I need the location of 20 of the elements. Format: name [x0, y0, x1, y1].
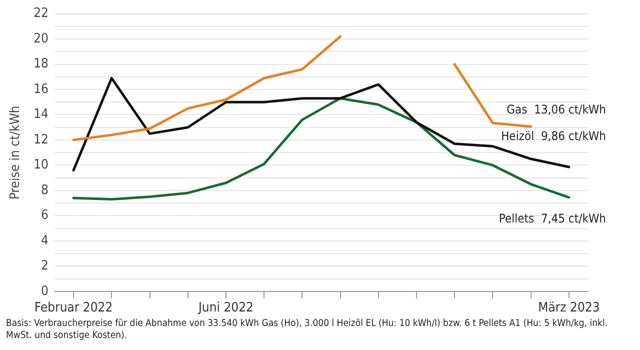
y-tick-label: 4	[41, 233, 48, 248]
y-tick-label: 2	[41, 258, 48, 274]
y-axis-title: Preise in ct/kWh	[8, 106, 24, 200]
y-tick-label: 18	[34, 56, 48, 72]
y-tick-label: 12	[34, 132, 48, 148]
y-tick-label: 20	[34, 31, 48, 46]
x-tick-label: März 2023	[538, 300, 600, 316]
y-tick-label: 16	[34, 82, 48, 97]
text: Basis: Verbraucherpreise für die Abnahme von 33.540 kWh Gas (Ho), 3.000 l Heizöl EL (Hu: 10 kWh/l) bzw. 6 t Pellets A1 (Hu: 5 kWh/kg, inkl. MwSt. und sonstige Kosten).	[6, 318, 609, 342]
y-tick-label: 10	[34, 158, 48, 173]
text: Pellets 7,45 ct/kWh	[498, 212, 606, 226]
y-tick-label: 0	[41, 284, 48, 299]
x-tick-label: Juni 2022	[197, 300, 254, 316]
y-tick-label: 14	[34, 107, 48, 122]
text: Heizöl 9,86 ct/kWh	[501, 129, 606, 144]
y-tick-label: 6	[41, 208, 48, 224]
text: Gas 13,06 ct/kWh	[506, 102, 606, 117]
y-tick-label: 8	[41, 182, 48, 198]
x-tick-label: Februar 2022	[34, 300, 113, 316]
y-tick-label: 22	[34, 6, 48, 22]
